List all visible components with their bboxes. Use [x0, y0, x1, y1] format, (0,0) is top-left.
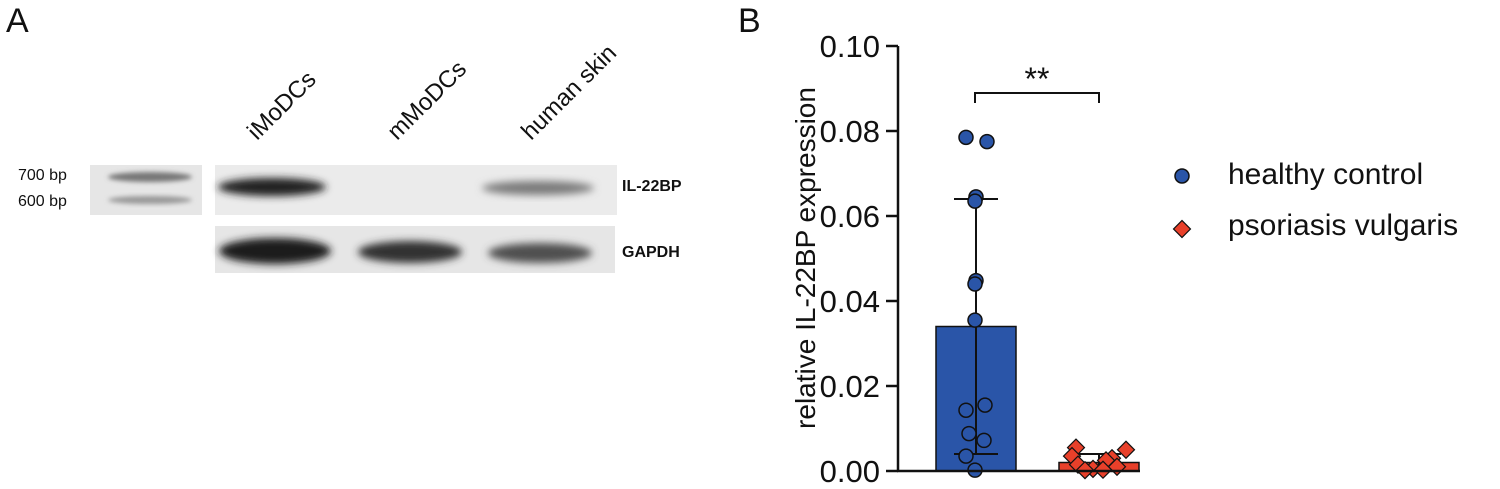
bar-chart: 0.00 0.02 0.04 0.06 0.08 0.10 relative IL-22B… — [790, 29, 1140, 489]
data-point — [961, 425, 977, 442]
y-tick-label: 0.10 — [820, 29, 880, 64]
panel-a-letter: A — [6, 2, 29, 40]
y-tick-label: 0.06 — [820, 199, 880, 234]
y-axis-label: relative IL-22BP expression — [790, 87, 821, 429]
legend-healthy-control: healthy control — [1228, 158, 1424, 191]
legend-diamond-icon — [1172, 219, 1192, 239]
y-tick-label: 0.04 — [820, 284, 880, 319]
data-point — [976, 432, 992, 449]
panel-b-letter: B — [738, 2, 761, 40]
significance-bracket — [974, 92, 1100, 103]
y-tick-label: 0.00 — [820, 454, 880, 489]
il22bp-band-imodcs — [218, 178, 326, 196]
gene-label-il22bp: IL-22BP — [622, 178, 682, 195]
significance-stars: ** — [1025, 61, 1050, 97]
legend-markers — [1172, 168, 1192, 239]
legend-psoriasis-vulgaris: psoriasis vulgaris — [1228, 209, 1459, 242]
data-point — [1116, 440, 1136, 460]
gene-label-gapdh: GAPDH — [622, 244, 680, 261]
y-tick-label: 0.02 — [820, 369, 880, 404]
data-point — [958, 448, 974, 464]
marker-600bp: 600 bp — [18, 193, 67, 210]
marker-700bp: 700 bp — [18, 167, 67, 184]
data-point — [967, 276, 983, 292]
legend-circle-icon — [1174, 168, 1190, 184]
data-point — [967, 312, 983, 328]
y-tick-label: 0.08 — [820, 114, 880, 149]
gapdh-band-imodcs — [219, 238, 331, 264]
data-point — [979, 133, 995, 150]
data-point — [977, 397, 993, 413]
data-point — [967, 193, 983, 209]
gapdh-band-human-skin — [488, 243, 592, 263]
ladder-band-700 — [108, 172, 192, 182]
data-point — [958, 129, 974, 146]
ladder-band-600 — [108, 196, 192, 204]
gapdh-band-mmodcs — [358, 241, 462, 263]
data-point — [1093, 460, 1113, 480]
il22bp-band-human-skin — [482, 181, 594, 195]
gel-image — [90, 165, 617, 273]
data-point — [958, 402, 974, 418]
